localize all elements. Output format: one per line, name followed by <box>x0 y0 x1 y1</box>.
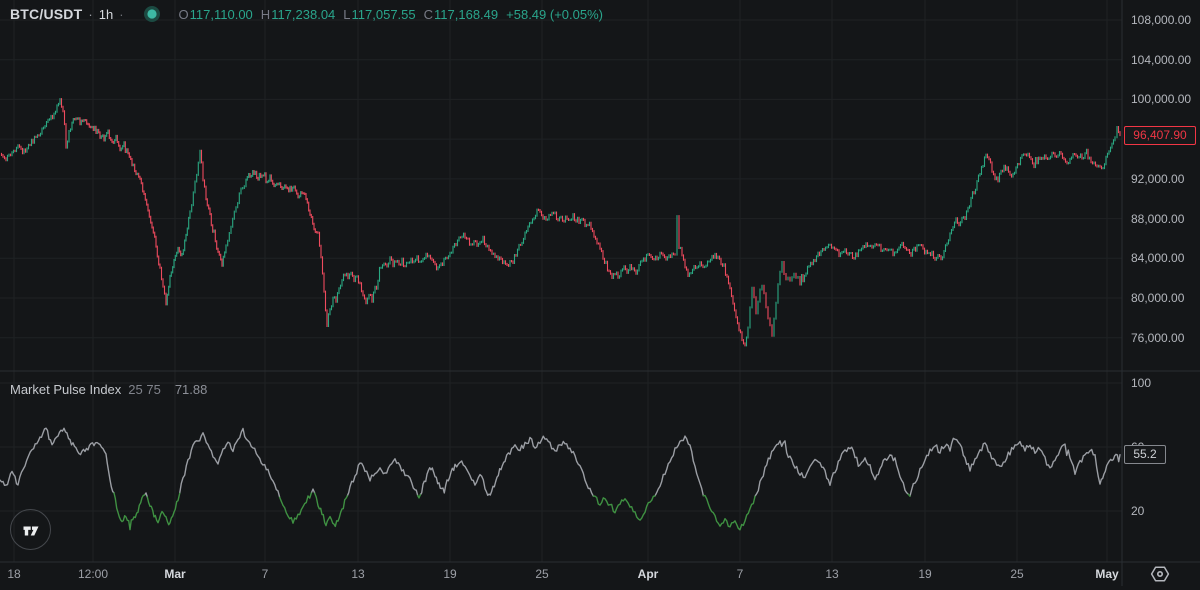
price-tick-label: 104,000.00 <box>1131 52 1192 67</box>
indicator-tick-label: 20 <box>1131 504 1145 518</box>
time-tick-month-label: Apr <box>637 567 659 581</box>
close-value: 117,168.49 <box>434 6 499 22</box>
time-tick-month-label: Mar <box>164 567 186 581</box>
candles-up <box>6 98 1118 347</box>
time-tick-label: 25 <box>535 567 549 581</box>
symbol-name[interactable]: BTC/USDT <box>10 6 83 22</box>
indicator-legend: Market Pulse Index 25 75 71.88 <box>10 380 207 398</box>
high-value: 117,238.04 <box>271 6 336 22</box>
oscillator-oversold-line <box>113 492 911 531</box>
symbol-header: BTC/USDT · 1h · O 117,110.00 H 117,238.04 … <box>10 3 603 25</box>
header-trailing-dot: · <box>119 6 124 22</box>
time-axis-settings-icon[interactable] <box>1149 563 1171 585</box>
time-tick-label: 12:00 <box>77 567 109 581</box>
last-price-badge: 96,407.90 <box>1124 126 1196 145</box>
time-tick-label: 19 <box>443 567 457 581</box>
time-tick-label: 13 <box>825 567 839 581</box>
indicator-params: 25 75 <box>128 381 161 397</box>
open-label: O <box>178 6 189 22</box>
time-tick-label: 19 <box>918 567 932 581</box>
low-value: 117,057.55 <box>351 6 416 22</box>
header-separator: · <box>88 6 93 22</box>
price-tick-label: 108,000.00 <box>1131 13 1192 27</box>
low-label: L <box>343 6 351 22</box>
time-tick-label: 18 <box>7 567 21 581</box>
candles-down <box>0 98 1121 347</box>
price-tick-label: 100,000.00 <box>1131 92 1192 107</box>
tradingview-logo-icon <box>23 526 38 535</box>
indicator-tick-label: 100 <box>1131 376 1152 390</box>
close-label: C <box>423 6 434 22</box>
price-tick-label: 80,000.00 <box>1131 290 1185 305</box>
price-tick-label: 84,000.00 <box>1131 251 1185 266</box>
tradingview-logo-button[interactable] <box>10 509 51 550</box>
live-status-dot-icon[interactable] <box>143 5 161 23</box>
price-tick-label: 92,000.00 <box>1131 171 1185 186</box>
indicator-value-badge: 55.2 <box>1124 445 1166 464</box>
interval-label[interactable]: 1h <box>98 6 114 22</box>
time-tick-label: 25 <box>1010 567 1024 581</box>
price-tick-label: 88,000.00 <box>1131 211 1185 226</box>
time-tick-month-label: May <box>1095 567 1119 581</box>
time-tick-label: 7 <box>736 567 744 581</box>
open-value: 117,110.00 <box>189 6 253 22</box>
indicator-current-value: 71.88 <box>174 381 208 397</box>
price-tick-label: 76,000.00 <box>1131 330 1185 345</box>
time-tick-label: 13 <box>351 567 365 581</box>
high-label: H <box>260 6 271 22</box>
ohlc-readout: O 117,110.00 H 117,238.04 L 117,057.55 C 117… <box>179 7 603 22</box>
price-change: +58.49 (+0.05%) <box>506 6 603 22</box>
oscillator-line <box>0 427 1121 499</box>
indicator-title[interactable]: Market Pulse Index <box>10 381 122 397</box>
time-axis[interactable]: 18 12:00 Mar 7 13 19 25 Apr 7 13 19 25 May <box>0 563 1200 586</box>
time-tick-label: 7 <box>261 567 269 581</box>
